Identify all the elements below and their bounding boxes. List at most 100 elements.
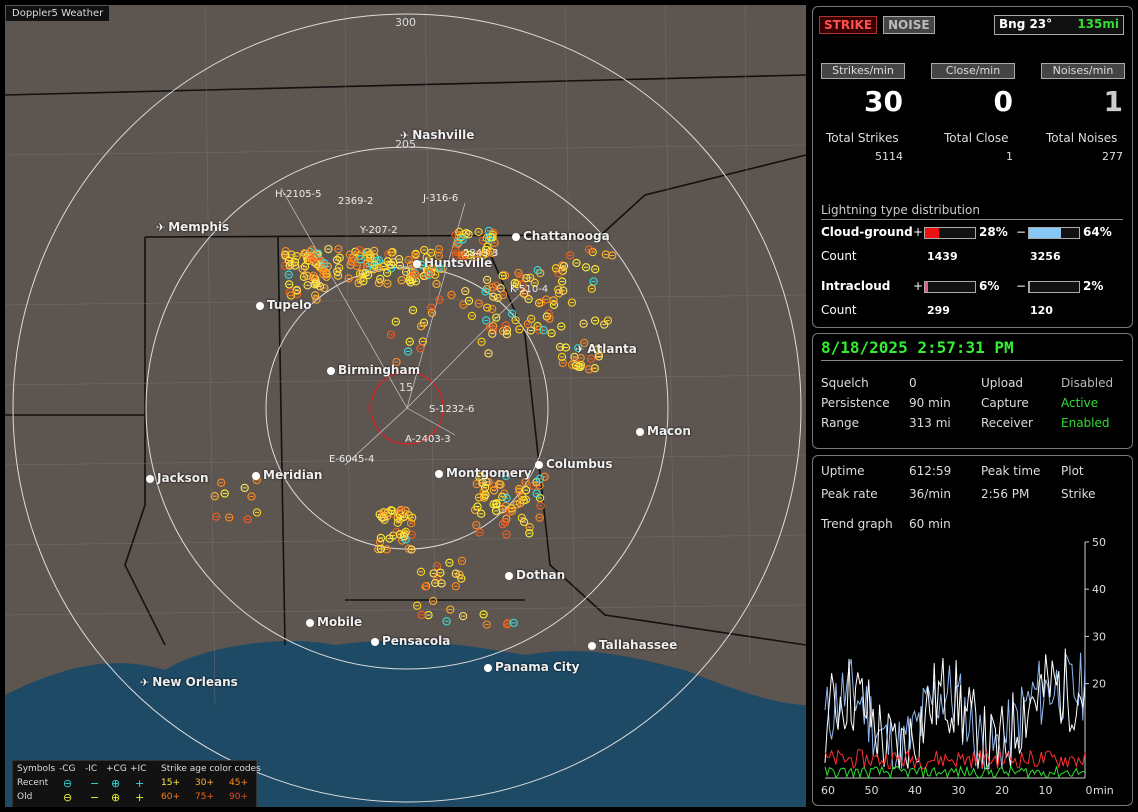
strike-marker — [459, 300, 468, 309]
capture-label: Capture — [981, 396, 1029, 410]
total-noises-label: Total Noises — [1046, 131, 1118, 145]
peak-time-label: Peak time — [981, 464, 1041, 478]
strike-marker — [488, 283, 497, 292]
strike-marker — [455, 570, 464, 579]
legend-col-cg-pos: +CG — [106, 764, 127, 774]
city-name: Tupelo — [267, 298, 312, 312]
strike-marker — [508, 309, 517, 318]
strike-marker — [292, 252, 301, 261]
strike-marker — [247, 492, 256, 501]
city-dot-icon — [512, 233, 520, 241]
strike-marker — [479, 610, 488, 619]
strike-marker — [479, 250, 488, 260]
storm-stat-label: 2369-2 — [338, 196, 374, 207]
city-dot-icon — [256, 302, 264, 310]
trend-line-strikes — [824, 648, 1086, 770]
ic-negative-count: 120 — [1030, 304, 1053, 317]
strike-marker — [405, 276, 414, 285]
strike-marker — [406, 519, 416, 528]
city-dot-icon — [413, 260, 421, 268]
strike-marker — [535, 474, 545, 483]
strike-marker — [545, 314, 554, 323]
storm-stat-label: K-510-4 — [510, 284, 549, 295]
strike-marker — [474, 299, 483, 308]
strike-marker — [379, 513, 388, 522]
strike-marker — [427, 308, 437, 318]
strike-marker — [490, 238, 499, 247]
legend-col-cg-neg: -CG — [59, 764, 76, 774]
airport-icon: ✈ — [575, 343, 585, 356]
strike-marker — [298, 264, 307, 274]
total-close-label: Total Close — [944, 131, 1009, 145]
noises-per-min-header[interactable]: Noises/min — [1041, 63, 1125, 79]
bearing-range: 135mi — [1077, 17, 1119, 31]
squelch-label: Squelch — [821, 376, 869, 390]
strike-marker — [413, 601, 422, 610]
strike-marker — [421, 582, 430, 591]
strike-marker — [608, 251, 617, 260]
total-strikes-value: 5114 — [875, 150, 903, 163]
city-tallahassee: Tallahassee — [588, 638, 677, 652]
strike-marker — [442, 617, 451, 626]
close-per-min-header[interactable]: Close/min — [931, 63, 1015, 79]
plot-value[interactable]: Strike — [1061, 487, 1096, 501]
map-graphics — [5, 5, 806, 807]
strike-marker — [502, 530, 511, 539]
strike-marker — [405, 337, 414, 346]
strike-marker — [461, 286, 470, 296]
strike-marker — [561, 343, 571, 352]
lightning-map[interactable]: Doppler5 Weather 300 205 15 H-2105-5 2369… — [5, 5, 806, 807]
strike-marker — [363, 270, 373, 280]
city-montgomery: Montgomery — [435, 466, 532, 480]
strike-marker — [312, 295, 321, 304]
strike-marker — [393, 518, 402, 527]
strike-marker — [434, 245, 444, 254]
legend-old-label: Old — [17, 792, 33, 802]
strike-marker — [501, 471, 511, 480]
strike-marker — [472, 520, 481, 530]
strike-marker — [482, 620, 491, 629]
capture-value: Active — [1061, 396, 1099, 410]
strike-marker — [473, 502, 482, 511]
receiver-value: Enabled — [1061, 416, 1110, 430]
strike-marker — [482, 275, 492, 285]
strike-marker — [551, 264, 561, 273]
receiver-label: Receiver — [981, 416, 1033, 430]
noises-per-min-value: 1 — [1103, 85, 1123, 118]
app-title: Doppler5 Weather — [6, 6, 110, 21]
city-panama-city: Panama City — [484, 660, 579, 674]
strike-marker — [212, 512, 221, 521]
city-memphis: ✈ Memphis — [156, 220, 229, 234]
bearing-readout: Bng 23° 135mi — [994, 15, 1124, 35]
strike-marker — [334, 244, 343, 254]
city-name: Memphis — [168, 220, 230, 234]
noise-mode-button[interactable]: NOISE — [883, 16, 935, 34]
current-datetime: 8/18/2025 2:57:31 PM — [821, 338, 1014, 357]
strike-marker — [407, 545, 416, 554]
strike-marker — [334, 263, 344, 272]
strike-marker — [502, 494, 511, 503]
strike-marker — [451, 582, 460, 591]
strike-marker — [558, 358, 567, 368]
city-huntsville: Huntsville — [413, 256, 492, 270]
strike-marker — [475, 528, 484, 537]
trend-panel: Uptime 612:59 Peak time Plot Peak rate 3… — [812, 455, 1133, 806]
strike-marker — [416, 567, 426, 576]
strike-mode-button[interactable]: STRIKE — [819, 16, 878, 34]
strikes-per-min-header[interactable]: Strikes/min — [821, 63, 905, 79]
city-name: Columbus — [546, 457, 613, 471]
x-tick-label: 60 — [821, 784, 835, 797]
storm-stat-label: E-6045-4 — [329, 454, 375, 465]
city-name: Jackson — [157, 471, 209, 485]
x-tick-label: 10 — [1039, 784, 1053, 797]
city-dot-icon — [505, 572, 513, 580]
strike-marker — [315, 282, 325, 291]
strike-marker — [493, 293, 502, 303]
storm-stat-label: Y-207-2 — [360, 225, 398, 236]
strike-marker — [432, 279, 441, 289]
strike-marker — [320, 283, 329, 293]
strike-marker — [567, 298, 577, 307]
strike-marker — [534, 298, 544, 308]
uptime-label: Uptime — [821, 464, 865, 478]
strike-marker — [458, 235, 467, 244]
